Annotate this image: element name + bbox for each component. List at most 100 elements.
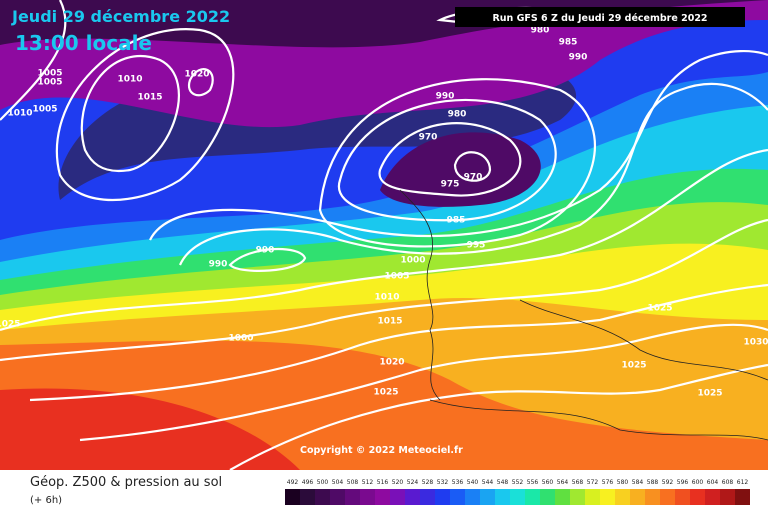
legend-label: 496 bbox=[302, 479, 314, 486]
isobar-label: 1010 bbox=[117, 75, 142, 85]
isobar-label: 980 bbox=[531, 26, 550, 36]
legend-label: 556 bbox=[527, 479, 539, 486]
legend-swatch bbox=[570, 489, 585, 505]
run-box bbox=[455, 7, 745, 27]
legend-swatch bbox=[480, 489, 495, 505]
legend: 492 496 500 504 508 512 516 520 524 528 532 536 540 5… bbox=[285, 479, 750, 505]
legend-label: 548 bbox=[497, 479, 509, 486]
legend-swatch bbox=[450, 489, 465, 505]
legend-swatch bbox=[420, 489, 435, 505]
legend-swatch bbox=[525, 489, 540, 505]
legend-swatch bbox=[375, 489, 390, 505]
isobar-label: 1025 bbox=[621, 361, 646, 371]
isobar-labels: 1005100510051010101010151020990980970970… bbox=[0, 26, 768, 399]
legend-swatch bbox=[465, 489, 480, 505]
legend-swatch bbox=[600, 489, 615, 505]
legend-swatch bbox=[390, 489, 405, 505]
isobar-label: 970 bbox=[419, 133, 438, 143]
legend-label: 604 bbox=[707, 479, 719, 486]
isobar-label: 1025 bbox=[647, 304, 672, 314]
legend-label: 516 bbox=[377, 479, 389, 486]
legend-label: 596 bbox=[677, 479, 689, 486]
legend-swatch bbox=[660, 489, 675, 505]
isobar-label: 1015 bbox=[377, 317, 402, 327]
legend-label: 524 bbox=[407, 479, 419, 486]
legend-label: 504 bbox=[332, 479, 344, 486]
isobar-label: 1010 bbox=[374, 293, 399, 303]
isobar-label: 1025 bbox=[373, 388, 398, 398]
legend-label: 564 bbox=[557, 479, 569, 486]
legend-swatch bbox=[585, 489, 600, 505]
isobar-label: 1005 bbox=[384, 272, 409, 282]
legend-label: 608 bbox=[722, 479, 734, 486]
isobar-label: 985 bbox=[559, 38, 578, 48]
legend-swatch bbox=[675, 489, 690, 505]
isobar-label: 1030 bbox=[743, 338, 768, 348]
legend-label: 612 bbox=[737, 479, 749, 486]
legend-label: 508 bbox=[347, 479, 359, 486]
isobar-label: 1025 bbox=[0, 320, 21, 330]
legend-swatch bbox=[435, 489, 450, 505]
legend-swatch bbox=[300, 489, 315, 505]
legend-label: 512 bbox=[362, 479, 374, 486]
coastlines bbox=[399, 189, 768, 441]
legend-label: 532 bbox=[437, 479, 449, 486]
legend-swatch bbox=[615, 489, 630, 505]
legend-swatch bbox=[705, 489, 720, 505]
legend-label: 492 bbox=[287, 479, 299, 486]
legend-label: 552 bbox=[512, 479, 524, 486]
legend-label: 544 bbox=[482, 479, 494, 486]
time: 13:00 locale bbox=[15, 31, 152, 55]
legend-label: 568 bbox=[572, 479, 584, 486]
legend-label: 560 bbox=[542, 479, 554, 486]
isobar-label: 980 bbox=[448, 110, 467, 120]
legend-swatch bbox=[690, 489, 705, 505]
legend-swatch bbox=[540, 489, 555, 505]
legend-label: 580 bbox=[617, 479, 629, 486]
legend-swatch bbox=[315, 489, 330, 505]
legend-swatch bbox=[360, 489, 375, 505]
legend-swatch bbox=[405, 489, 420, 505]
isobar-label: 995 bbox=[467, 241, 486, 251]
legend-label: 500 bbox=[317, 479, 329, 486]
isobars bbox=[0, 0, 768, 442]
copyright: Copyright © 2022 Meteociel.fr bbox=[300, 445, 463, 456]
legend-label: 540 bbox=[467, 479, 479, 486]
legend-swatch bbox=[630, 489, 645, 505]
footer-lead: (+ 6h) bbox=[30, 495, 62, 506]
legend-swatch bbox=[345, 489, 360, 505]
legend-swatch bbox=[510, 489, 525, 505]
isobar-label: 990 bbox=[436, 92, 455, 102]
isobar-label: 1000 bbox=[400, 256, 425, 266]
legend-swatch bbox=[720, 489, 735, 505]
isobar-label: 1000 bbox=[228, 334, 253, 344]
legend-swatch bbox=[555, 489, 570, 505]
isobar-label: 1010 bbox=[7, 109, 32, 119]
isobar-label: 1025 bbox=[697, 389, 722, 399]
background bbox=[0, 0, 768, 470]
isobar-label: 1020 bbox=[379, 358, 404, 368]
legend-label: 576 bbox=[602, 479, 614, 486]
legend-swatch bbox=[330, 489, 345, 505]
legend-label: 536 bbox=[452, 479, 464, 486]
isobar-label: 1005 bbox=[37, 69, 62, 79]
footer-title: Géop. Z500 & pression au sol bbox=[30, 475, 222, 490]
isobar-label: 970 bbox=[464, 173, 483, 183]
legend-label: 528 bbox=[422, 479, 434, 486]
date: Jeudi 29 décembre 2022 bbox=[11, 7, 230, 26]
isobar-label: 990 bbox=[256, 246, 275, 256]
isobar-label: 990 bbox=[569, 53, 588, 63]
legend-swatch bbox=[285, 489, 300, 505]
legend-swatch bbox=[645, 489, 660, 505]
isobar-label: 990 bbox=[209, 260, 228, 270]
isobar-label: 1015 bbox=[137, 93, 162, 103]
legend-label: 584 bbox=[632, 479, 644, 486]
isobar-label: 1005 bbox=[37, 78, 62, 88]
legend-label: 520 bbox=[392, 479, 404, 486]
isobar-label: 1005 bbox=[32, 105, 57, 115]
legend-label: 600 bbox=[692, 479, 704, 486]
legend-swatch bbox=[495, 489, 510, 505]
legend-swatch bbox=[735, 489, 750, 505]
legend-label: 572 bbox=[587, 479, 599, 486]
